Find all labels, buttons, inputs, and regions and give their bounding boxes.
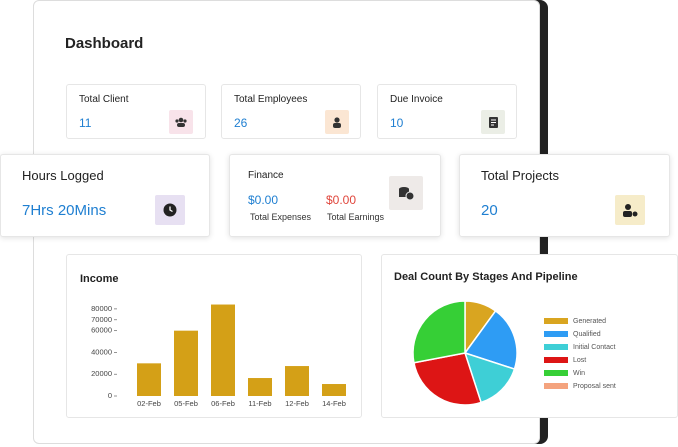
- earnings-value: $0.00: [326, 193, 357, 207]
- pie-slice: [412, 300, 466, 364]
- deals-card: Deal Count By Stages And Pipeline Genera…: [381, 254, 678, 418]
- bar: [248, 378, 272, 396]
- legend-label: Initial Contact: [573, 344, 615, 351]
- deals-chart: Deal Count By Stages And Pipeline Genera…: [394, 271, 616, 406]
- hours-value: 7Hrs 20Mins: [22, 202, 107, 219]
- bar: [285, 366, 309, 396]
- bar: [211, 304, 235, 396]
- hours-label: Hours Logged: [22, 168, 104, 183]
- expenses-label: Total Expenses: [250, 212, 312, 222]
- finance-label: Finance: [248, 170, 284, 181]
- stat-value: 10: [390, 116, 404, 130]
- finance-card[interactable]: Finance $0.00 $0.00 Total Expenses Total…: [229, 154, 441, 237]
- chart-title: Deal Count By Stages And Pipeline: [394, 271, 578, 283]
- stat-card[interactable]: Due Invoice 10: [377, 84, 517, 139]
- earnings-label: Total Earnings: [327, 212, 385, 222]
- y-tick-label: 60000: [91, 326, 112, 335]
- legend-swatch: [544, 318, 568, 324]
- stat-label: Total Client: [79, 94, 129, 105]
- x-tick-label: 05-Feb: [174, 399, 198, 408]
- legend-label: Qualified: [573, 331, 601, 338]
- stat-card[interactable]: Total Employees 26: [221, 84, 361, 139]
- stat-value: 11: [79, 116, 92, 130]
- projects-value: 20: [481, 202, 498, 219]
- icon: [615, 195, 645, 225]
- x-tick-label: 02-Feb: [137, 399, 161, 408]
- icon: [481, 110, 505, 134]
- legend-label: Generated: [573, 318, 606, 325]
- legend-swatch: [544, 344, 568, 350]
- pie-slice: [463, 309, 518, 371]
- expenses-value: $0.00: [248, 193, 279, 207]
- legend-label: Lost: [573, 357, 586, 364]
- bar: [137, 363, 161, 396]
- x-tick-label: 14-Feb: [322, 399, 346, 408]
- legend-swatch: [544, 357, 568, 363]
- projects-label: Total Projects: [481, 168, 560, 183]
- x-tick-label: 12-Feb: [285, 399, 309, 408]
- y-tick-label: 40000: [91, 347, 112, 356]
- page-title: Dashboard: [65, 35, 144, 52]
- bar: [174, 330, 198, 396]
- x-tick-label: 06-Feb: [211, 399, 235, 408]
- icon: [155, 195, 185, 225]
- x-tick-label: 11-Feb: [248, 399, 271, 408]
- stat-card[interactable]: Total Client 11: [66, 84, 206, 139]
- legend-label: Proposal sent: [573, 383, 616, 390]
- bar: [322, 384, 346, 396]
- y-tick-label: 0: [108, 391, 112, 400]
- y-tick-label: 70000: [91, 315, 112, 324]
- icon: [389, 176, 423, 210]
- stat-value: 26: [234, 116, 248, 130]
- icon: [325, 110, 349, 134]
- y-tick-label: 20000: [91, 369, 112, 378]
- stat-label: Total Employees: [234, 94, 308, 105]
- income-chart: Income 80000 70000 60000 40000 20000 0 02-Feb 0…: [80, 273, 346, 408]
- legend-label: Win: [573, 370, 585, 377]
- icon: [169, 110, 193, 134]
- stat-label: Due Invoice: [390, 94, 443, 105]
- legend-swatch: [544, 331, 568, 337]
- y-tick-label: 80000: [91, 304, 112, 313]
- legend-swatch: [544, 383, 568, 389]
- chart-title: Income: [80, 273, 119, 285]
- legend-swatch: [544, 370, 568, 376]
- income-card: Income 80000 70000 60000 40000 20000 0 02-Feb 0…: [66, 254, 362, 418]
- projects-card[interactable]: Total Projects 20: [459, 154, 670, 237]
- hours-card[interactable]: Hours Logged 7Hrs 20Mins: [0, 154, 210, 237]
- pie-slice: [413, 352, 483, 406]
